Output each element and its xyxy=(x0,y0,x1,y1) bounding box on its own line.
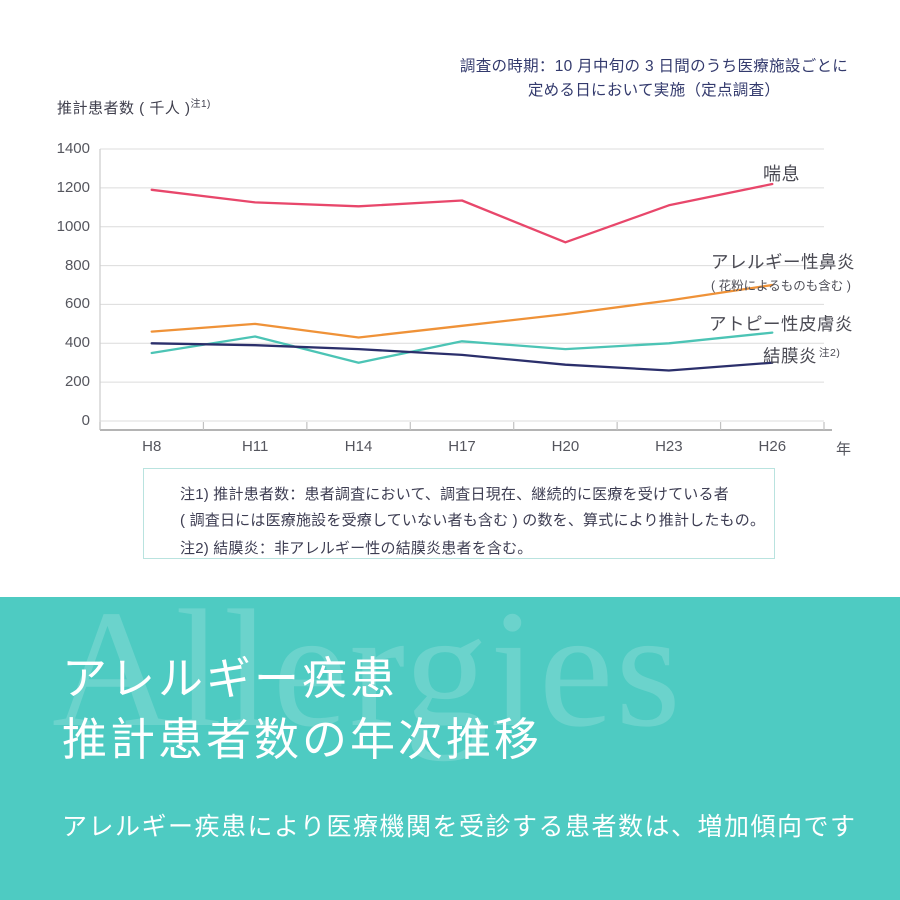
banner-title-line2: 推計患者数の年次推移 xyxy=(62,715,543,765)
series-line-2 xyxy=(150,331,774,364)
banner-title-line1: アレルギー疾患 xyxy=(62,654,399,704)
x-tick-label-H17: H17 xyxy=(448,438,476,455)
title-banner: Allergies アレルギー疾患 推計患者数の年次推移 アレルギー疾患により医… xyxy=(0,597,900,900)
series-label-allergic-rhinitis-sub: ( 花粉によるものも含む ) xyxy=(711,279,851,293)
series-line-0 xyxy=(150,182,774,244)
x-tick-label-H20: H20 xyxy=(551,438,580,455)
y-axis-title: 推計患者数 ( 千人 )注1) xyxy=(57,95,211,118)
banner-title: アレルギー疾患 推計患者数の年次推移 xyxy=(62,649,542,771)
y-tick-label-600: 600 xyxy=(64,295,90,313)
series-label-allergic-rhinitis-main: アレルギー性鼻炎 xyxy=(711,252,855,272)
x-tick-label-H26: H26 xyxy=(758,438,787,455)
x-tick-label-H14: H14 xyxy=(344,438,373,455)
y-axis-title-footnote-ref: 注1) xyxy=(190,99,211,110)
y-tick-label-200: 200 xyxy=(64,373,90,391)
series-label-conjunctivitis-main: 結膜炎 xyxy=(763,346,817,366)
y-tick-label-1200: 1200 xyxy=(56,178,90,196)
series-label-conjunctivitis-footnote-ref: 注2) xyxy=(819,347,841,359)
series-line-3 xyxy=(150,342,774,372)
footnotes-box: 注1) 推計患者数：患者調査において、調査日現在、継続的に医療を受けている者 (… xyxy=(143,468,775,559)
series-label-conjunctivitis: 結膜炎 注2) xyxy=(763,343,840,368)
y-tick-label-0: 0 xyxy=(81,412,90,429)
series-label-allergic-rhinitis: アレルギー性鼻炎 ( 花粉によるものも含む ) xyxy=(711,249,855,294)
x-axis-unit-label: 年 xyxy=(836,441,852,458)
footnote-1-line1: 注1) 推計患者数：患者調査において、調査日現在、継続的に医療を受けている者 xyxy=(180,486,729,503)
series-label-asthma: 喘息 xyxy=(763,164,800,184)
y-axis-title-text: 推計患者数 ( 千人 ) xyxy=(57,100,191,117)
survey-note-line2: 定める日において実施（定点調査） xyxy=(527,82,781,99)
y-tick-label-800: 800 xyxy=(64,256,90,274)
series-line-1 xyxy=(150,283,774,339)
y-tick-label-1400: 1400 xyxy=(56,140,90,157)
chart-canvas xyxy=(99,148,832,431)
survey-period-note: 調査の時期：10 月中旬の 3 日間のうち医療施設ごとに 定める日において実施（… xyxy=(430,55,878,103)
x-tick-label-H23: H23 xyxy=(655,438,683,455)
y-tick-label-1000: 1000 xyxy=(56,217,90,235)
watermark-text: Allergies xyxy=(52,597,683,762)
x-tick-label-H8: H8 xyxy=(142,438,162,455)
banner-subtitle: アレルギー疾患により医療機関を受診する患者数は、増加傾向です xyxy=(62,814,857,841)
survey-note-line1: 調査の時期：10 月中旬の 3 日間のうち医療施設ごとに xyxy=(459,58,849,75)
series-label-atopic-dermatitis: アトピー性皮膚炎 xyxy=(709,314,853,334)
x-tick-label-H11: H11 xyxy=(241,438,269,455)
footnote-1-line2: ( 調査日には医療施設を受療していない者も含む ) の数を、算式により推計したも… xyxy=(180,512,766,529)
footnote-2: 注2) 結膜炎：非アレルギー性の結膜炎患者を含む。 xyxy=(180,540,533,557)
line-chart: 喘息 アレルギー性鼻炎 ( 花粉によるものも含む ) アトピー性皮膚炎 結膜炎注… xyxy=(56,140,855,458)
y-tick-label-400: 400 xyxy=(64,334,90,352)
